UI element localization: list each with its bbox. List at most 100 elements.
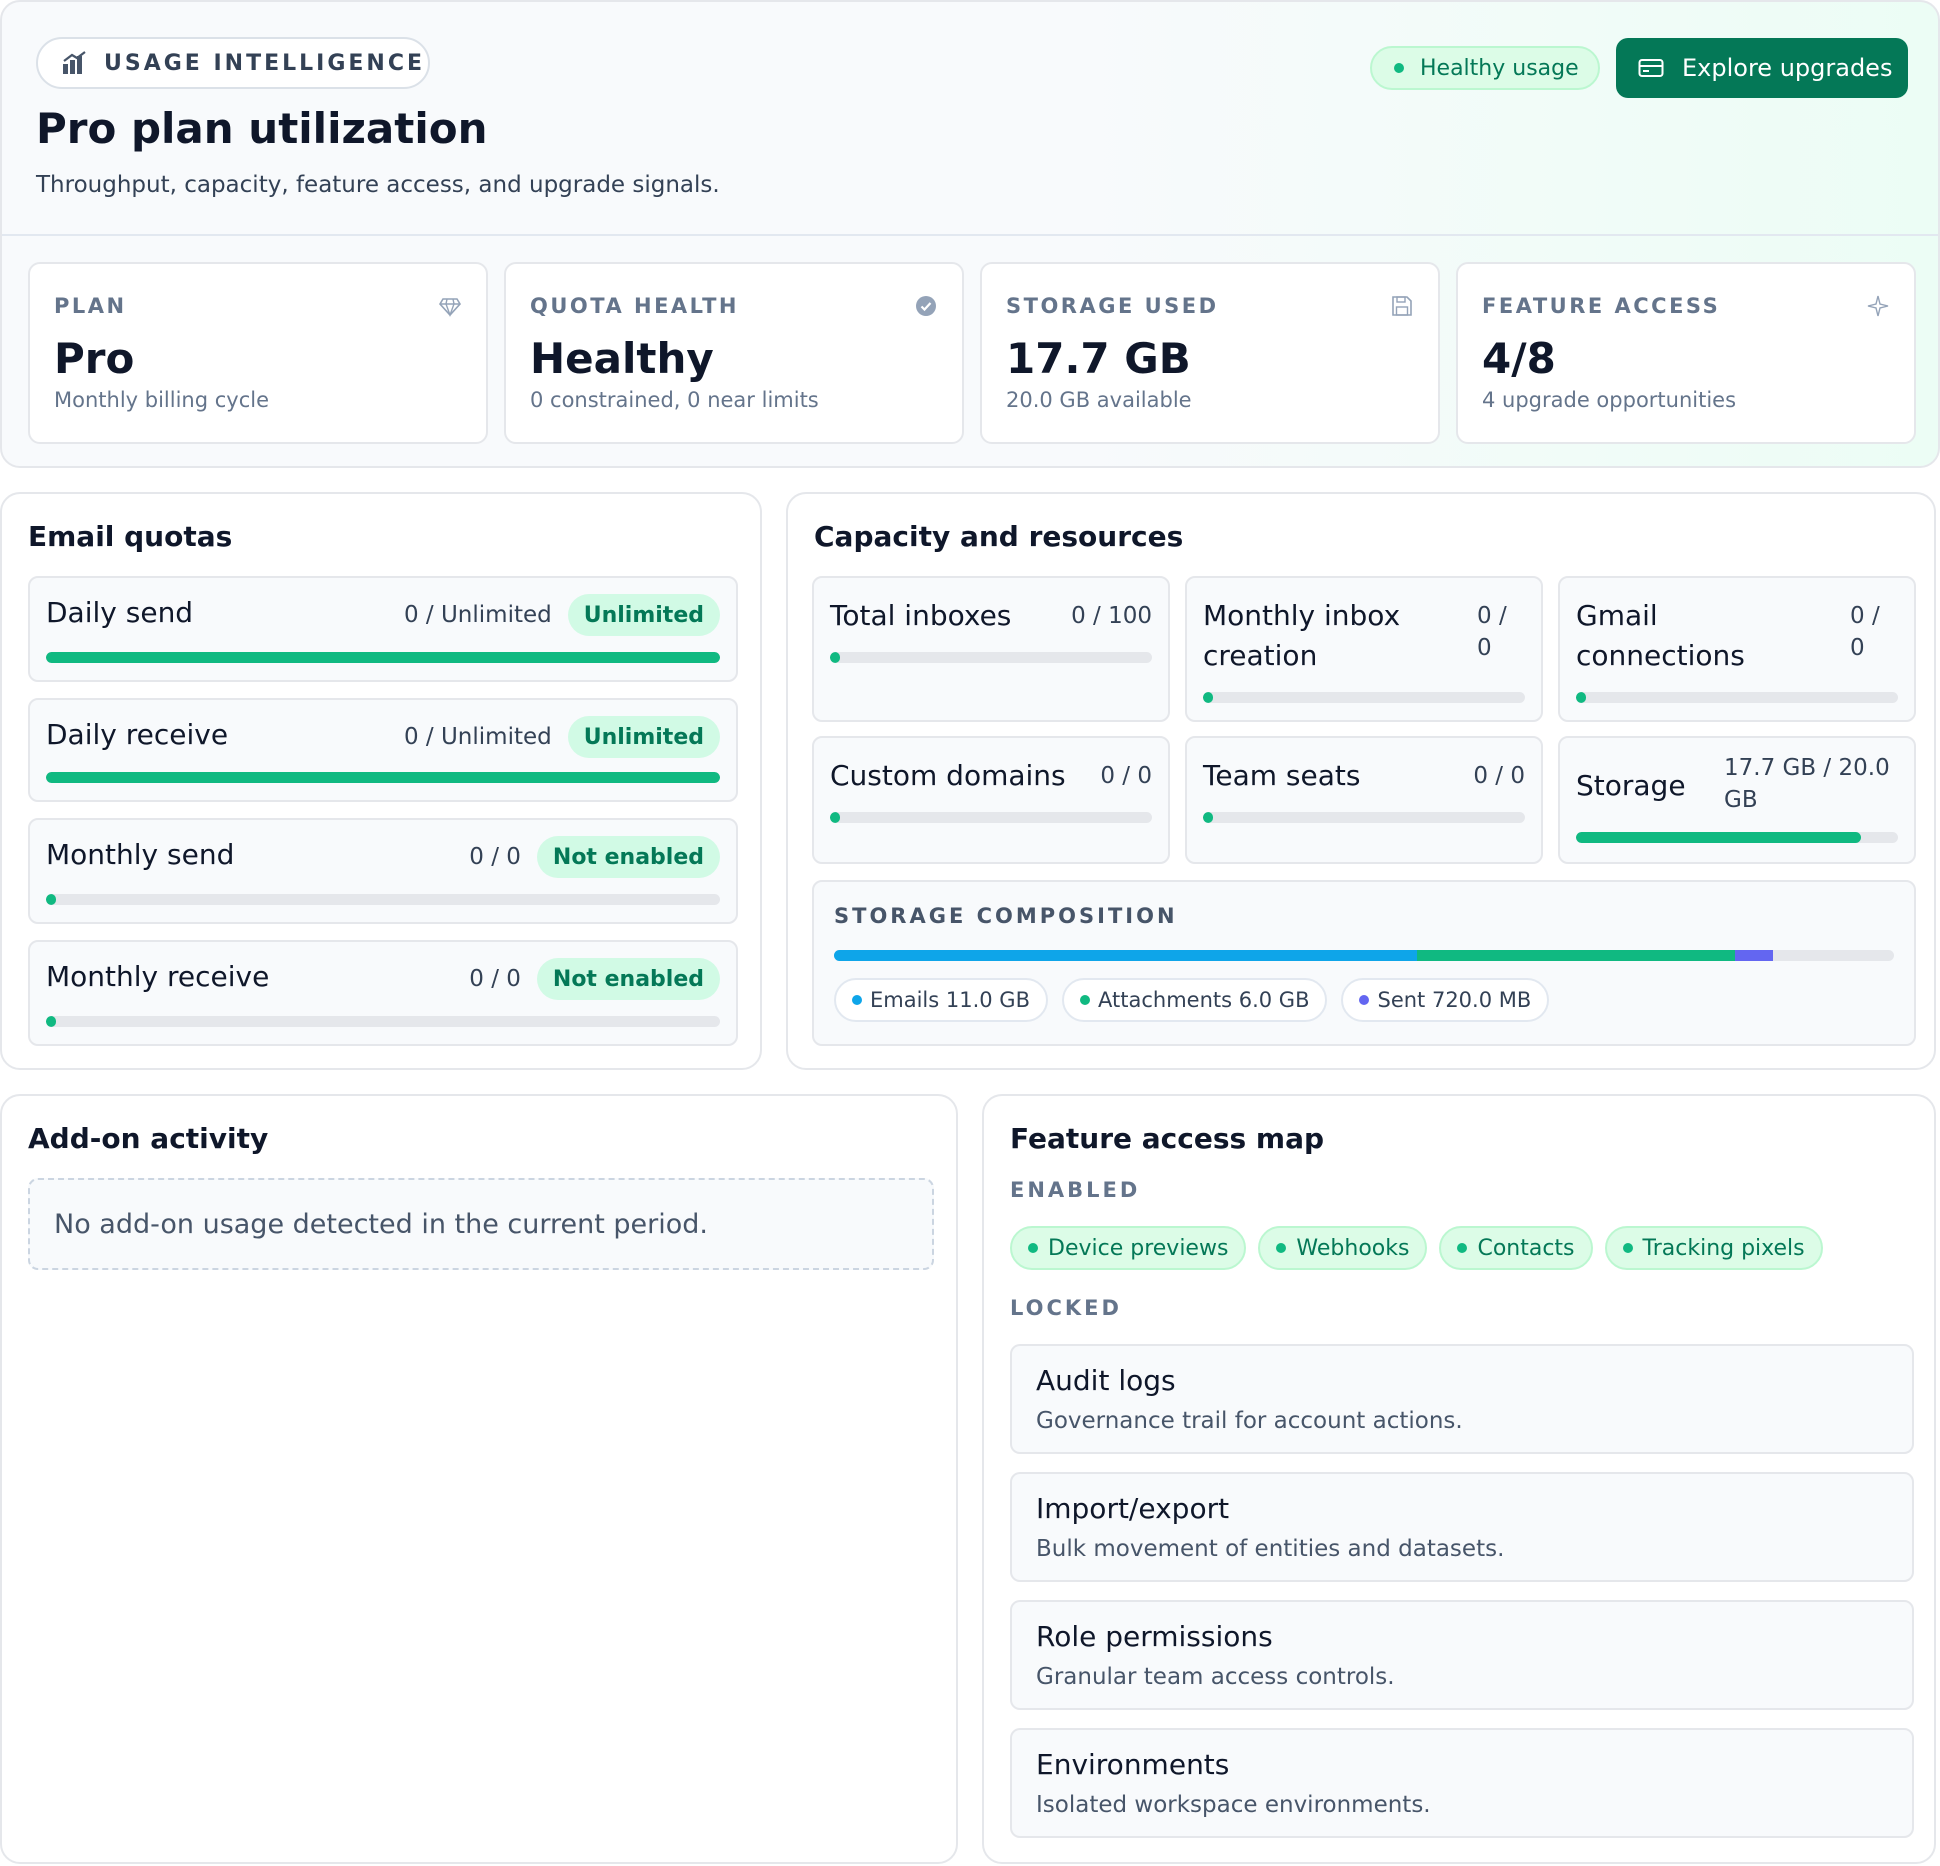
locked-feature-desc: Isolated workspace environments. [1036,1792,1431,1818]
capacity-item-team-seats: Team seats 0 / 0 [1185,736,1543,864]
capacity-progress-bar [1203,812,1525,823]
page-subtitle: Throughput, capacity, feature access, an… [36,172,720,198]
save-icon [1392,296,1412,316]
legend-label: Sent 720.0 MB [1377,988,1532,1012]
status-badge: Unlimited [567,594,720,636]
storage-composition: STORAGE COMPOSITION Emails 11.0 GB Attac… [812,880,1916,1046]
capacity-progress-bar [1576,832,1898,843]
composition-label: STORAGE COMPOSITION [834,904,1178,928]
stat-card-quota-health: QUOTA HEALTH Healthy 0 constrained, 0 ne… [504,262,964,444]
quota-name: Daily send [46,596,194,629]
capacity-name: Total inboxes [830,599,1012,632]
stat-label: STORAGE USED [1006,294,1219,318]
stat-value: Pro [54,334,135,383]
stat-label: QUOTA HEALTH [530,294,739,318]
stat-value: 4/8 [1482,334,1556,383]
quota-item-monthly-receive: Monthly receive 0 / 0 Not enabled [28,940,738,1046]
feature-chip-contacts: Contacts [1439,1226,1593,1270]
locked-feature-role-permissions[interactable]: Role permissions Granular team access co… [1010,1600,1914,1710]
capacity-value: 0 / 0 [1850,603,1880,661]
status-dot [1622,1243,1633,1253]
quota-progress-bar [46,772,720,783]
capacity-progress-bar [830,652,1152,663]
capacity-item-monthly-inbox-creation: Monthly inbox creation 0 / 0 [1185,576,1543,722]
legend-chip-sent: Sent 720.0 MB [1341,978,1550,1022]
panel-title: Email quotas [28,520,233,553]
explore-upgrades-button[interactable]: Explore upgrades [1616,38,1908,98]
check-circle-icon [916,296,936,316]
legend-dot [1080,995,1090,1005]
segment-attachments [1417,950,1735,961]
capacity-name: Custom domains [830,759,1066,792]
capacity-value: 0 / 0 [1477,603,1507,661]
legend-chip-emails: Emails 11.0 GB [834,978,1048,1022]
progress-fill [830,812,840,823]
quota-name: Monthly send [46,838,235,871]
capacity-item-custom-domains: Custom domains 0 / 0 [812,736,1170,864]
segment-emails [834,950,1417,961]
capacity-progress-bar [830,812,1152,823]
progress-fill [1576,692,1586,703]
health-status-badge: Healthy usage [1370,46,1600,90]
locked-feature-title: Audit logs [1036,1364,1176,1397]
capacity-panel: Capacity and resources Total inboxes 0 /… [786,492,1936,1070]
feature-label: Tracking pixels [1642,1235,1805,1261]
capacity-progress-bar [1203,692,1525,703]
quota-progress-bar [46,894,720,905]
capacity-name: Gmail connections [1576,599,1745,672]
enabled-label: ENABLED [1010,1178,1141,1202]
feature-access-panel: Feature access map ENABLED Device previe… [982,1094,1936,1864]
status-badge: Not enabled [536,836,720,878]
legend-label: Attachments 6.0 GB [1098,988,1310,1012]
quota-name: Monthly receive [46,960,270,993]
stat-subtext: 20.0 GB available [1006,388,1192,412]
quota-value: 0 / Unlimited [403,724,552,750]
locked-feature-import-export[interactable]: Import/export Bulk movement of entities … [1010,1472,1914,1582]
legend-dot [1359,995,1370,1005]
status-dot [1394,63,1404,73]
locked-feature-desc: Bulk movement of entities and datasets. [1036,1536,1505,1562]
enabled-feature-list: Device previews Webhooks Contacts Tracki… [1010,1226,1823,1270]
page-header: USAGE INTELLIGENCE Pro plan utilization … [2,2,1938,236]
page-title: Pro plan utilization [36,104,488,153]
section-eyebrow: USAGE INTELLIGENCE [36,37,430,89]
locked-feature-environments[interactable]: Environments Isolated workspace environm… [1010,1728,1914,1838]
legend-dot [852,995,862,1005]
capacity-item-storage: Storage 17.7 GB / 20.0 GB [1558,736,1916,864]
feature-label: Webhooks [1296,1235,1410,1261]
status-badge: Not enabled [536,958,720,1000]
panel-title: Capacity and resources [814,520,1184,553]
stat-label: PLAN [54,294,127,318]
segment-sent [1735,950,1774,961]
quota-value: 0 / 0 [469,844,521,870]
stat-card-feature-access: FEATURE ACCESS 4/8 4 upgrade opportuniti… [1456,262,1916,444]
feature-chip-tracking-pixels: Tracking pixels [1604,1226,1823,1270]
locked-feature-audit-logs[interactable]: Audit logs Governance trail for account … [1010,1344,1914,1454]
addon-activity-panel: Add-on activity No add-on usage detected… [0,1094,958,1864]
feature-label: Contacts [1477,1235,1575,1261]
stat-subtext: 0 constrained, 0 near limits [530,388,819,412]
locked-feature-title: Import/export [1036,1492,1230,1525]
card-icon [1638,59,1664,77]
stat-value: Healthy [530,334,714,383]
legend-chip-attachments: Attachments 6.0 GB [1062,978,1328,1022]
status-dot [1028,1243,1038,1253]
stat-value: 17.7 GB [1006,334,1191,383]
progress-fill [46,652,720,663]
stat-card-storage-used: STORAGE USED 17.7 GB 20.0 GB available [980,262,1440,444]
progress-fill [1203,812,1213,823]
capacity-value: 17.7 GB / 20.0 GB [1724,755,1890,813]
progress-fill [46,894,56,905]
quota-value: 0 / Unlimited [403,602,552,628]
eyebrow-label: USAGE INTELLIGENCE [104,50,426,76]
capacity-value: 0 / 0 [1473,763,1525,789]
progress-fill [1203,692,1213,703]
status-badge: Unlimited [567,716,720,758]
status-dot [1276,1243,1287,1253]
progress-fill [46,772,720,783]
stat-subtext: Monthly billing cycle [54,388,270,412]
quota-progress-bar [46,1016,720,1027]
locked-feature-title: Environments [1036,1748,1230,1781]
stat-label: FEATURE ACCESS [1482,294,1721,318]
sparkle-icon [1867,295,1889,317]
